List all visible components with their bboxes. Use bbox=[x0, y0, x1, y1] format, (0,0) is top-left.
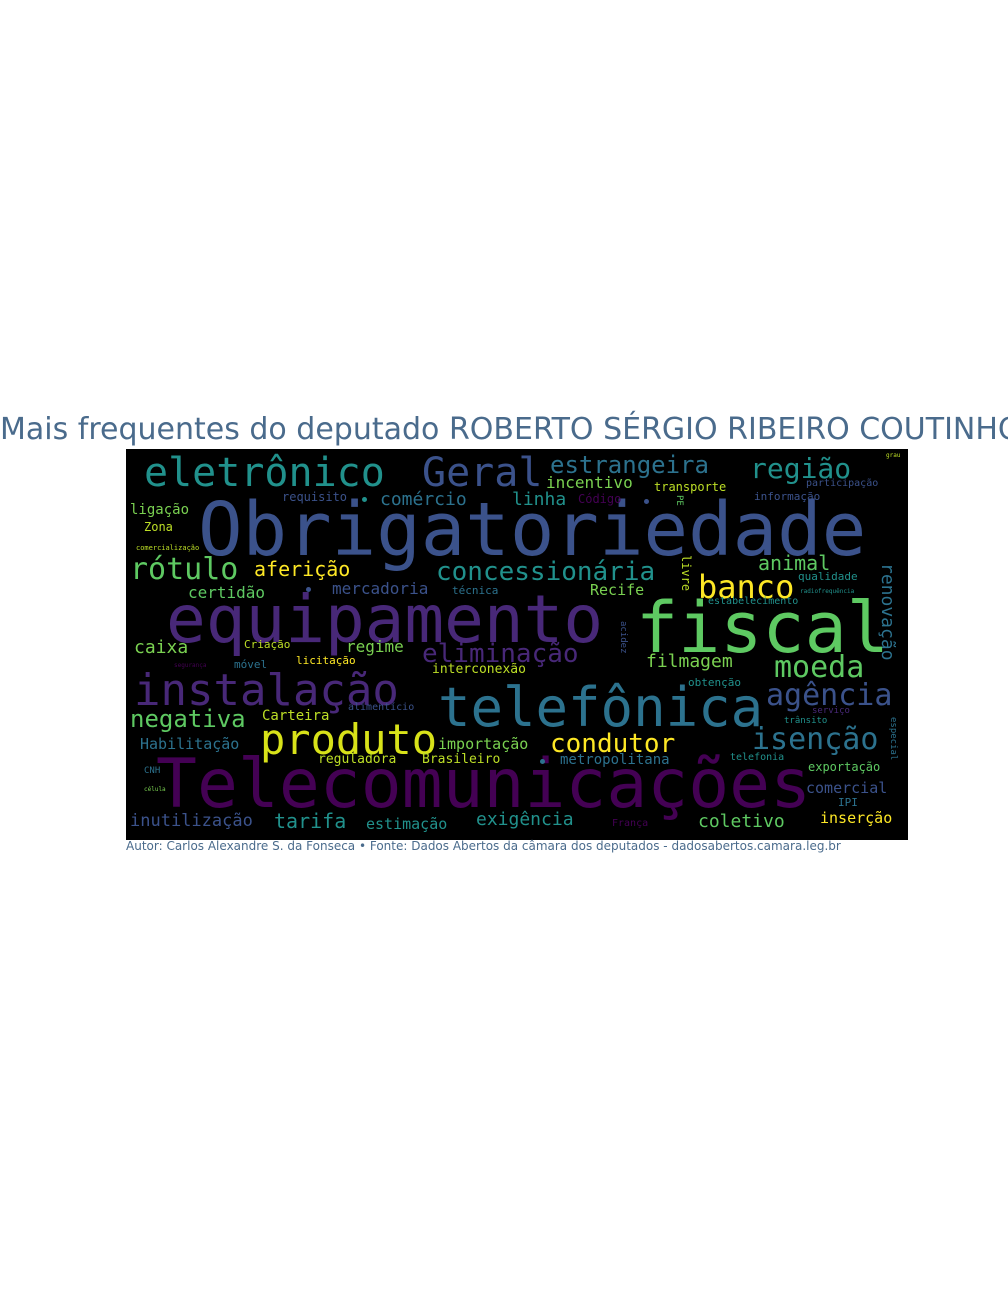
word-animal: animal bbox=[758, 551, 831, 575]
word-mercadoria: mercadoria bbox=[332, 579, 429, 598]
word-transito: trânsito bbox=[784, 716, 828, 726]
word-licitacao: licitação bbox=[296, 654, 356, 667]
word-incentivo: incentivo bbox=[546, 473, 633, 492]
word-geral: Geral bbox=[422, 450, 543, 496]
word-exportacao: exportação bbox=[808, 760, 881, 774]
word-regiao: região bbox=[750, 452, 852, 485]
word-reguladora: reguladora bbox=[318, 752, 397, 767]
word-estabelecimento: estabelecimento bbox=[708, 596, 799, 607]
word-carteira: Carteira bbox=[262, 708, 330, 724]
word-tarifa: tarifa bbox=[274, 809, 347, 833]
word-eliminacao: eliminação bbox=[422, 639, 579, 669]
word-inutilizacao: inutilização bbox=[130, 811, 253, 831]
word-ligacao: ligação bbox=[130, 502, 190, 518]
word-filmagem: filmagem bbox=[646, 651, 733, 672]
dot-marker bbox=[306, 587, 311, 592]
word-seguranca: segurança bbox=[174, 662, 207, 669]
word-comercio: comércio bbox=[380, 489, 467, 510]
word-rotulo: rótulo bbox=[130, 552, 239, 587]
word-banco: banco bbox=[698, 568, 795, 606]
word-produto: produto bbox=[260, 715, 438, 764]
word-fiscal: fiscal bbox=[636, 587, 889, 669]
word-tecnica: técnica bbox=[452, 584, 499, 597]
word-insercao: inserção bbox=[820, 809, 893, 827]
word-comercializacao: comercialização bbox=[136, 544, 200, 552]
word-transporte: transporte bbox=[654, 480, 727, 494]
word-servico: serviço bbox=[812, 706, 850, 716]
word-comercial: comercial bbox=[806, 779, 888, 797]
word-recife: Recife bbox=[590, 581, 645, 599]
word-qualidade: qualidade bbox=[798, 570, 858, 583]
word-informacao: informação bbox=[754, 490, 821, 503]
word-criacao: Criação bbox=[244, 638, 291, 651]
word-renovacao: renovação bbox=[877, 563, 898, 661]
word-caixa: caixa bbox=[134, 637, 189, 658]
word-radiofrequencia: radiofrequência bbox=[800, 588, 855, 595]
word-telefonia: telefonia bbox=[730, 752, 785, 763]
word-eletronico: eletrônico bbox=[144, 450, 385, 496]
word-livre: livre bbox=[679, 555, 693, 592]
word-linha: linha bbox=[512, 489, 567, 510]
word-grau: grau bbox=[886, 452, 901, 459]
word-concessionaria: concessionária bbox=[436, 557, 656, 587]
word-interconexao: interconexão bbox=[432, 662, 526, 677]
word-ipi: IPI bbox=[838, 796, 858, 809]
dot-marker bbox=[362, 497, 367, 502]
word-certidao: certidão bbox=[188, 583, 266, 602]
word-requisito: requisito bbox=[282, 490, 348, 504]
word-obrigatoriedade: Obrigatoriedade bbox=[198, 487, 867, 573]
word-moeda: moeda bbox=[774, 650, 865, 685]
word-alimenticio: alimentício bbox=[348, 702, 415, 713]
word-acidez: acidez bbox=[618, 621, 628, 654]
word-instalacao: instalação bbox=[134, 665, 399, 716]
footer-credit: Autor: Carlos Alexandre S. da Fonseca • … bbox=[126, 839, 841, 853]
word-franca: França bbox=[612, 818, 649, 829]
word-afericao: aferição bbox=[254, 557, 351, 581]
word-cloud: Obrigatoriedade Telecomunicações equipam… bbox=[126, 449, 908, 840]
word-exigencia: exigência bbox=[476, 809, 574, 830]
word-obtencao: obtenção bbox=[688, 676, 741, 689]
dot-marker bbox=[644, 499, 649, 504]
word-agencia: agência bbox=[766, 678, 893, 713]
word-importacao: importação bbox=[438, 735, 529, 753]
word-cnh: CNH bbox=[144, 766, 161, 776]
word-telefonica: telefônica bbox=[438, 676, 764, 739]
word-coletivo: coletivo bbox=[698, 811, 785, 832]
word-pe: PE bbox=[674, 495, 684, 506]
word-condutor: condutor bbox=[550, 729, 676, 759]
word-celula: célula bbox=[144, 786, 166, 793]
word-movel: móvel bbox=[234, 658, 268, 671]
word-isencao: isenção bbox=[752, 722, 879, 757]
page-title: Mais frequentes do deputado ROBERTO SÉRG… bbox=[0, 412, 1008, 447]
word-brasileiro: Brasileiro bbox=[422, 752, 501, 767]
word-negativa: negativa bbox=[130, 705, 246, 733]
word-metropolitana: metropolitana bbox=[560, 752, 670, 768]
word-estrangeira: estrangeira bbox=[550, 451, 709, 479]
word-zona: Zona bbox=[144, 520, 173, 534]
dot-marker bbox=[540, 759, 545, 764]
word-equipamento: equipamento bbox=[166, 581, 604, 658]
word-participacao: participação bbox=[806, 478, 879, 489]
word-codigo: Código bbox=[578, 492, 622, 506]
word-telecomunicacoes: Telecomunicações bbox=[156, 745, 812, 824]
word-habilitacao: Habilitação bbox=[140, 735, 240, 753]
word-especial: especial bbox=[888, 717, 898, 761]
word-estimacao: estimação bbox=[366, 815, 448, 833]
word-regime: regime bbox=[346, 637, 404, 656]
